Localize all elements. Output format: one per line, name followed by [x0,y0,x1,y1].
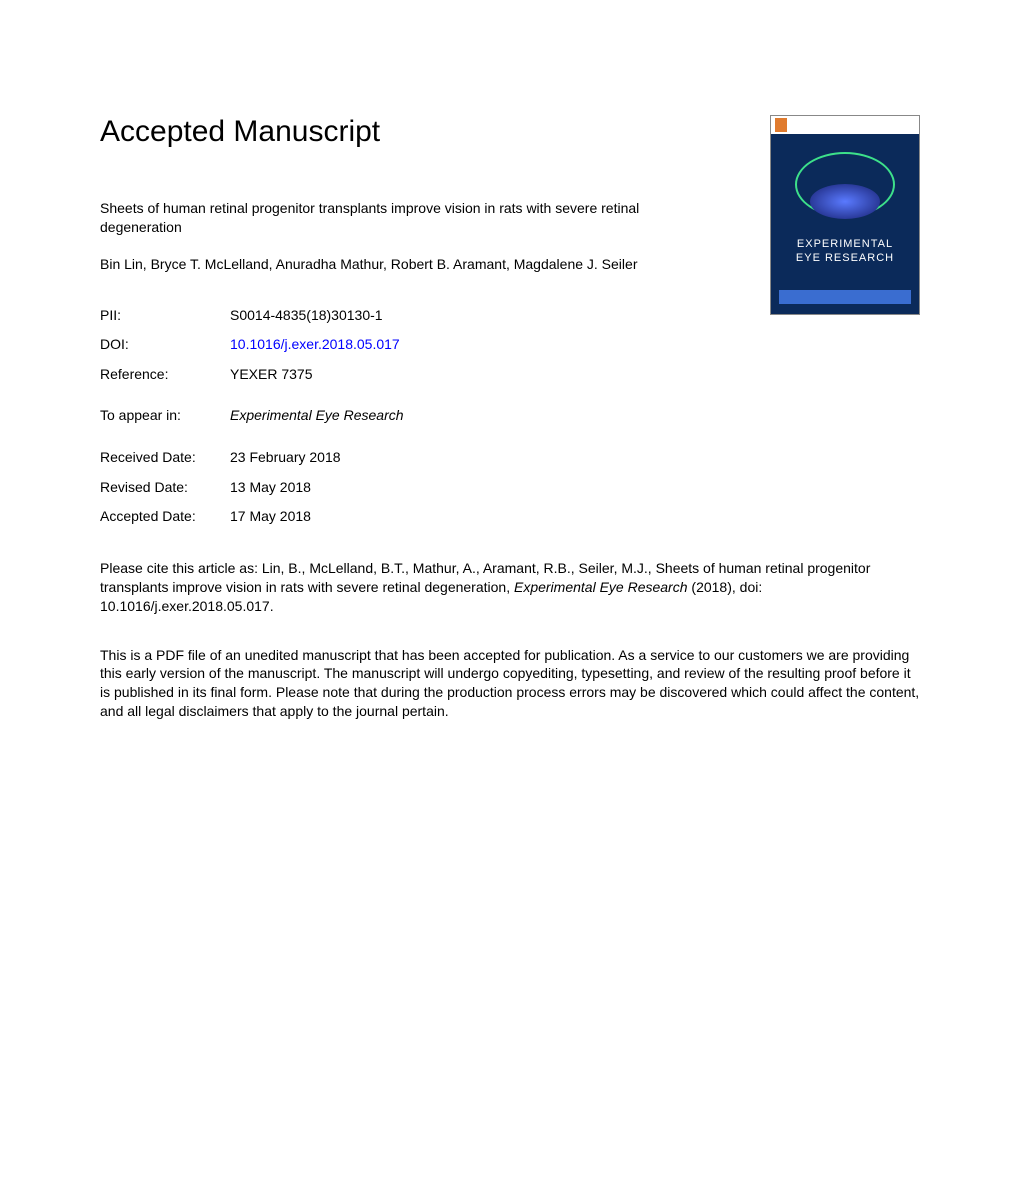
doi-label: DOI: [100,335,230,355]
doi-link[interactable]: 10.1016/j.exer.2018.05.017 [230,335,400,355]
accepted-value: 17 May 2018 [230,507,311,527]
citation-block: Please cite this article as: Lin, B., Mc… [100,559,900,616]
received-value: 23 February 2018 [230,448,341,468]
metadata-table: PII: S0014-4835(18)30130-1 DOI: 10.1016/… [100,306,920,527]
cover-ellipse-inner [810,184,880,219]
pii-value: S0014-4835(18)30130-1 [230,306,383,326]
cover-bottom-bar [779,290,911,304]
reference-value: YEXER 7375 [230,365,313,385]
revised-value: 13 May 2018 [230,478,311,498]
article-title: Sheets of human retinal progenitor trans… [100,199,720,237]
meta-row-received: Received Date: 23 February 2018 [100,448,920,468]
revised-label: Revised Date: [100,478,230,498]
meta-row-appear: To appear in: Experimental Eye Research [100,406,920,426]
cover-publisher-strip [771,116,919,134]
page-container: EXPERIMENTAL EYE RESEARCH Accepted Manus… [0,0,1020,721]
reference-label: Reference: [100,365,230,385]
meta-row-accepted: Accepted Date: 17 May 2018 [100,507,920,527]
meta-row-reference: Reference: YEXER 7375 [100,365,920,385]
cover-title-line2: EYE RESEARCH [796,252,894,264]
cover-title-line1: EXPERIMENTAL [797,238,893,250]
citation-journal: Experimental Eye Research [514,579,688,595]
authors-list: Bin Lin, Bryce T. McLelland, Anuradha Ma… [100,255,740,274]
accepted-label: Accepted Date: [100,507,230,527]
received-label: Received Date: [100,448,230,468]
disclaimer-text: This is a PDF file of an unedited manusc… [100,646,920,722]
journal-cover-thumbnail: EXPERIMENTAL EYE RESEARCH [770,115,920,315]
meta-row-doi: DOI: 10.1016/j.exer.2018.05.017 [100,335,920,355]
elsevier-tree-icon [775,118,787,132]
appear-value: Experimental Eye Research [230,406,404,426]
pii-label: PII: [100,306,230,326]
meta-row-revised: Revised Date: 13 May 2018 [100,478,920,498]
cover-artwork [785,144,905,229]
cover-journal-title: EXPERIMENTAL EYE RESEARCH [771,237,919,266]
appear-label: To appear in: [100,406,230,426]
